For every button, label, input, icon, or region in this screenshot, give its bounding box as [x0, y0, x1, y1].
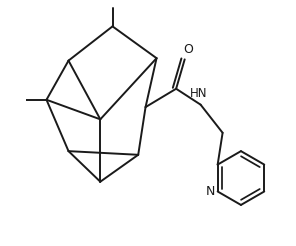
Text: HN: HN	[190, 87, 207, 100]
Text: O: O	[184, 43, 193, 56]
Text: N: N	[205, 185, 215, 198]
